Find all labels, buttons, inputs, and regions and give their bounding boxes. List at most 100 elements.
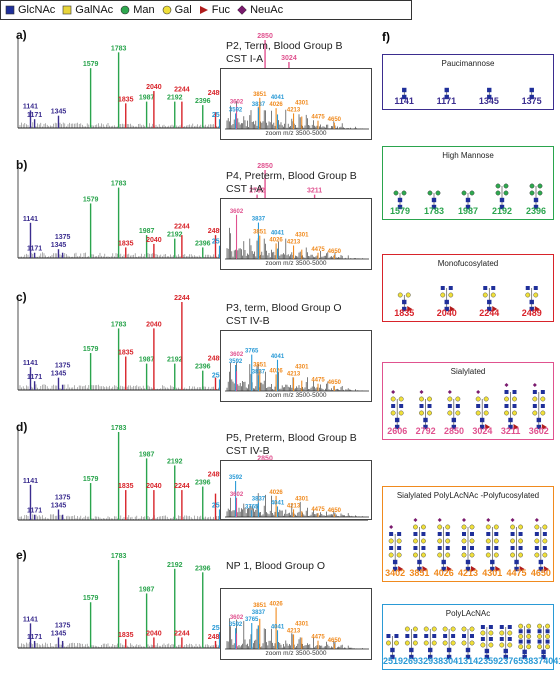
galactose-symbol — [483, 396, 489, 402]
peak-label: 2192 — [167, 458, 183, 465]
zoom-range-label: zoom m/z 3500-5000 — [265, 130, 327, 137]
galactose-symbol — [404, 626, 410, 632]
glcnac-symbol — [421, 546, 426, 550]
galactose-symbol — [542, 552, 548, 558]
mannose-symbol — [427, 190, 433, 196]
galactose-symbol — [507, 630, 513, 636]
glcnac-symbol — [465, 647, 471, 653]
glcnac-symbol — [479, 417, 485, 423]
galactose-symbol — [518, 623, 524, 629]
zoom-peak-label: 4041 — [271, 624, 285, 630]
glycan-group-title: Paucimannose — [441, 59, 495, 68]
glcnac-symbol — [405, 634, 410, 638]
galactose-symbol — [442, 640, 448, 646]
glcnac-symbol — [529, 94, 534, 100]
galactose-symbol — [534, 538, 540, 544]
peak-label: 2244 — [174, 630, 190, 637]
glcnac-symbol — [533, 197, 539, 203]
zoom-peak-label: 4026 — [269, 601, 283, 607]
zoom-peak-label: 3592 — [229, 475, 243, 481]
legend-item: Fuc — [199, 4, 230, 16]
legend-item: Man — [120, 4, 155, 16]
galactose-symbol — [461, 538, 467, 544]
neuac-symbol — [391, 390, 396, 394]
sample-title: NP 1, Blood Group O — [226, 560, 326, 572]
mannose-symbol — [469, 190, 475, 196]
galactose-symbol — [482, 292, 488, 298]
peak-label: 2489 — [208, 356, 224, 363]
glcnac-symbol — [533, 204, 539, 210]
side-panel-label: f) — [382, 30, 390, 44]
glcnac-symbol — [542, 546, 547, 550]
glycan-mass: 1579 — [389, 206, 411, 216]
galactose-symbol — [504, 396, 509, 402]
glcnac-symbol — [512, 404, 517, 408]
galactose-symbol — [526, 644, 532, 650]
glcnac-symbol — [465, 566, 471, 572]
glcnac-symbol — [465, 559, 471, 565]
glcnac-symbol — [503, 654, 508, 660]
peak-label: 2519 — [212, 372, 228, 379]
mannose-symbol — [537, 190, 543, 196]
mannose-symbol — [461, 190, 467, 196]
galactose-symbol — [396, 552, 402, 558]
legend-label: NeuAc — [250, 4, 284, 16]
fucose-symbol — [543, 566, 549, 572]
glycan-mass: 3765 — [503, 656, 524, 666]
glcnac-symbol — [518, 629, 523, 634]
glycan-group-box: Paucimannose 1141 1171 1345 1375 — [382, 54, 554, 110]
zoom-inset: 3592 3602 3765 3837 3851 4026 4041 4213 4301 4475… — [220, 330, 372, 402]
glcnac-symbol — [508, 424, 513, 430]
symbol-legend: GlcNAc GalNAc Man Gal Fuc NeuAc — [0, 0, 412, 20]
peak-label: 1375 — [55, 363, 71, 370]
glcnac-symbol — [534, 532, 539, 536]
galactose-symbol — [398, 410, 404, 416]
peak-label: 2489 — [208, 90, 224, 97]
peak-label: 2040 — [146, 321, 162, 328]
glcnac-symbol — [390, 654, 395, 660]
zoom-range-label: zoom m/z 3500-5000 — [265, 650, 327, 657]
zoom-peak-label: 4041 — [271, 354, 285, 360]
peak-label: 1375 — [55, 494, 71, 501]
zoom-peak-label: 4041 — [271, 500, 285, 506]
galactose-symbol — [413, 524, 418, 530]
glycan-mass: 1171 — [436, 96, 457, 106]
glcnac-symbol — [541, 649, 546, 655]
peak-label: 2396 — [195, 480, 211, 487]
glycan-mass: 1141 — [394, 96, 414, 106]
spectrum-panel: 1141 1171 1345 1375 1579 1783 1835 1987 2040 2192… — [0, 548, 372, 660]
glycan-mass: 3602 — [528, 426, 549, 436]
glcnac-symbol — [540, 404, 545, 408]
zoom-range-label: zoom m/z 3500-5000 — [265, 392, 327, 399]
glcnac-symbol — [421, 532, 426, 536]
peak-label: 2489 — [208, 472, 224, 479]
galactose-symbol — [386, 640, 391, 646]
peak-label: 1783 — [111, 45, 127, 52]
zoom-peak-label: 4650 — [328, 508, 342, 514]
zoom-peak-label: 3602 — [230, 100, 244, 106]
zoom-peak-label: 4301 — [295, 621, 309, 627]
glycan-mass: 1835 — [394, 308, 415, 318]
glcnac-symbol — [488, 637, 493, 641]
glcnac-symbol — [529, 299, 534, 305]
mannose-symbol — [495, 190, 501, 196]
galactose-symbol — [510, 552, 515, 558]
peak-label: 2244 — [174, 87, 190, 94]
galactose-symbol — [532, 396, 538, 402]
peak-label: 1171 — [27, 634, 42, 641]
galactose-symbol — [537, 623, 542, 629]
galactose-symbol — [542, 524, 548, 530]
peak-label: 1375 — [55, 622, 71, 629]
glcnac-symbol — [465, 204, 471, 210]
glcnac-symbol — [444, 299, 449, 305]
galactose-symbol — [388, 538, 394, 544]
glcnac-symbol — [397, 204, 403, 210]
glcnac-symbol — [522, 654, 527, 660]
panel-label: e) — [16, 548, 27, 562]
galactose-symbol — [412, 640, 418, 646]
galactose-symbol — [450, 626, 456, 632]
mannose-symbol — [529, 190, 535, 196]
galactose-symbol — [485, 552, 491, 558]
